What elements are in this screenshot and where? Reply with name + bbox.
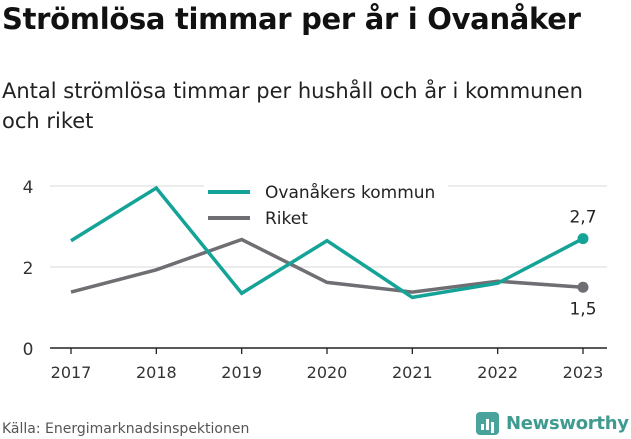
chart-title: Strömlösa timmar per år i Ovanåker — [2, 2, 581, 36]
x-tick-label: 2017 — [51, 363, 92, 382]
bar-chart-icon — [476, 411, 499, 435]
x-tick-label: 2022 — [477, 363, 518, 382]
y-tick-label: 0 — [23, 340, 34, 360]
legend-label: Riket — [265, 209, 308, 229]
series-line — [70, 185, 584, 300]
end-point — [577, 281, 589, 293]
x-tick-label: 2021 — [392, 363, 433, 382]
end-point — [577, 233, 589, 245]
x-tick-label: 2018 — [136, 363, 177, 382]
data-label: 1,5 — [569, 299, 596, 319]
brand-name: Newsworthy — [506, 412, 629, 434]
legend-label: Ovanåkers kommun — [265, 182, 435, 203]
y-tick-label: 4 — [23, 178, 34, 198]
x-tick-label: 2020 — [307, 363, 348, 382]
y-tick-label: 2 — [23, 259, 34, 279]
brand-logo: Newsworthy — [476, 410, 629, 436]
series-line — [70, 237, 584, 294]
x-tick-label: 2019 — [221, 363, 262, 382]
x-tick-label: 2023 — [563, 363, 604, 382]
legend-background — [204, 180, 448, 232]
data-label: 2,7 — [569, 208, 596, 228]
source-note: Källa: Energimarknadsinspektionen — [2, 421, 250, 437]
chart-subtitle: Antal strömlösa timmar per hushåll och å… — [2, 79, 583, 133]
